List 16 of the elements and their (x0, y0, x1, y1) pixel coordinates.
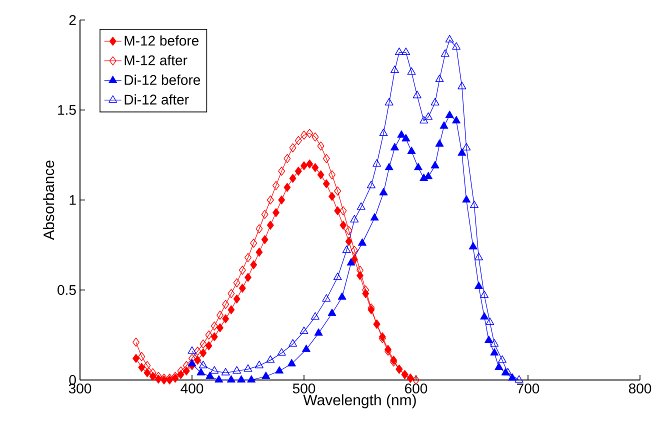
legend-label: M-12 after (124, 55, 188, 66)
x-tick-label: 400 (180, 384, 204, 394)
legend-label: M-12 before (124, 35, 199, 46)
y-tick-label: 1.5 (58, 105, 76, 115)
y-axis-title: Absorbance (43, 160, 54, 240)
y-tick-label: 2 (69, 15, 76, 25)
x-tick-label: 700 (517, 384, 540, 394)
x-tick-label: 800 (628, 384, 652, 394)
x-tick-label: 600 (405, 384, 428, 394)
x-tick-label: 500 (292, 384, 316, 394)
legend-label: Di-12 after (124, 94, 189, 105)
y-tick-label: 0.5 (58, 285, 76, 295)
x-axis-title: Wavelength (nm) (303, 394, 416, 408)
y-tick-label: 1 (70, 195, 76, 205)
legend-label: Di-12 before (124, 74, 200, 85)
x-tick-label: 300 (68, 384, 92, 394)
